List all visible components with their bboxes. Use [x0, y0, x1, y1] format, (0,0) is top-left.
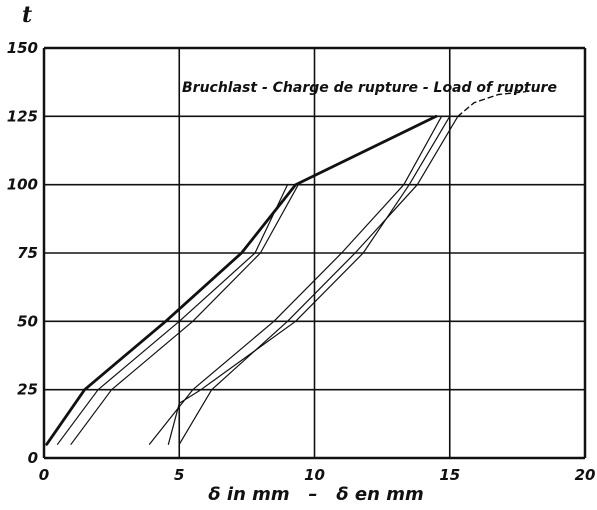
series-line-3 — [70, 184, 299, 445]
y-tick-label: 0 — [28, 449, 38, 467]
x-tick-label: 0 — [39, 466, 49, 484]
x-axis-label: δ in mm – δ en mm — [208, 484, 423, 505]
y-tick-label: 25 — [17, 381, 38, 399]
y-tick-label: 50 — [17, 312, 38, 330]
y-axis-label: t — [22, 2, 32, 28]
series-line-5 — [167, 115, 451, 445]
y-tick-label: 150 — [7, 39, 38, 57]
y-tick-label: 100 — [7, 176, 38, 194]
rupture-annotation: Bruchlast - Charge de rupture - Load of … — [182, 80, 557, 96]
series-group — [45, 90, 527, 446]
tick-labels: 0 5 10 15 20 0 25 50 75 100 125 150 — [7, 39, 596, 484]
x-tick-label: 20 — [575, 466, 596, 484]
series-line-2 — [56, 184, 289, 445]
x-tick-label: 5 — [174, 466, 184, 484]
x-tick-label: 15 — [439, 466, 460, 484]
y-tick-label: 75 — [17, 244, 38, 262]
y-tick-label: 125 — [7, 107, 38, 125]
x-tick-label: 10 — [304, 466, 325, 484]
grid — [42, 46, 587, 460]
series-line-6 — [178, 115, 459, 445]
series-line-1 — [45, 114, 438, 446]
series-line-7 — [457, 90, 527, 118]
